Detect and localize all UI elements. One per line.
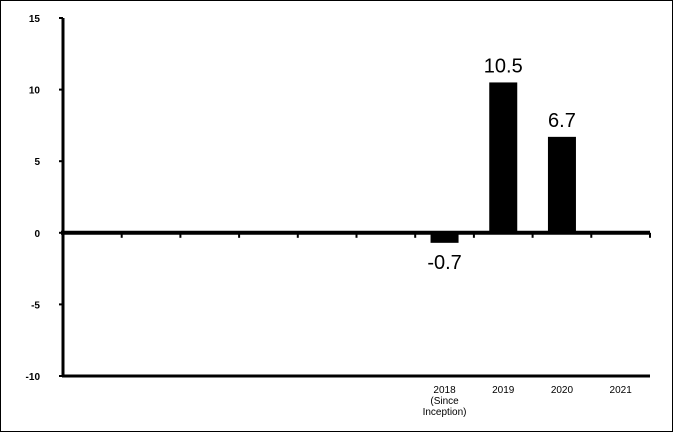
- bar-2019: [489, 82, 518, 233]
- bar-2020: [547, 136, 576, 233]
- x-tick-label: 2020: [551, 385, 574, 396]
- y-tick-label: 0: [34, 229, 40, 240]
- y-tick-label: -10: [26, 372, 41, 383]
- y-tick-label: 15: [29, 14, 41, 25]
- data-label: 10.5: [484, 55, 523, 77]
- x-tick-label: Inception): [423, 407, 467, 418]
- x-tick-label: 2019: [492, 385, 515, 396]
- x-tick-label: 2021: [610, 385, 633, 396]
- y-tick-label: 10: [29, 86, 41, 97]
- x-tick-label: (Since: [430, 396, 459, 407]
- bar-2018: [430, 232, 459, 243]
- x-tick-label: 2018: [433, 385, 456, 396]
- data-label: -0.7: [427, 252, 461, 274]
- y-tick-label: 5: [34, 157, 40, 168]
- data-label: 6.7: [548, 110, 576, 132]
- y-tick-label: -5: [31, 300, 40, 311]
